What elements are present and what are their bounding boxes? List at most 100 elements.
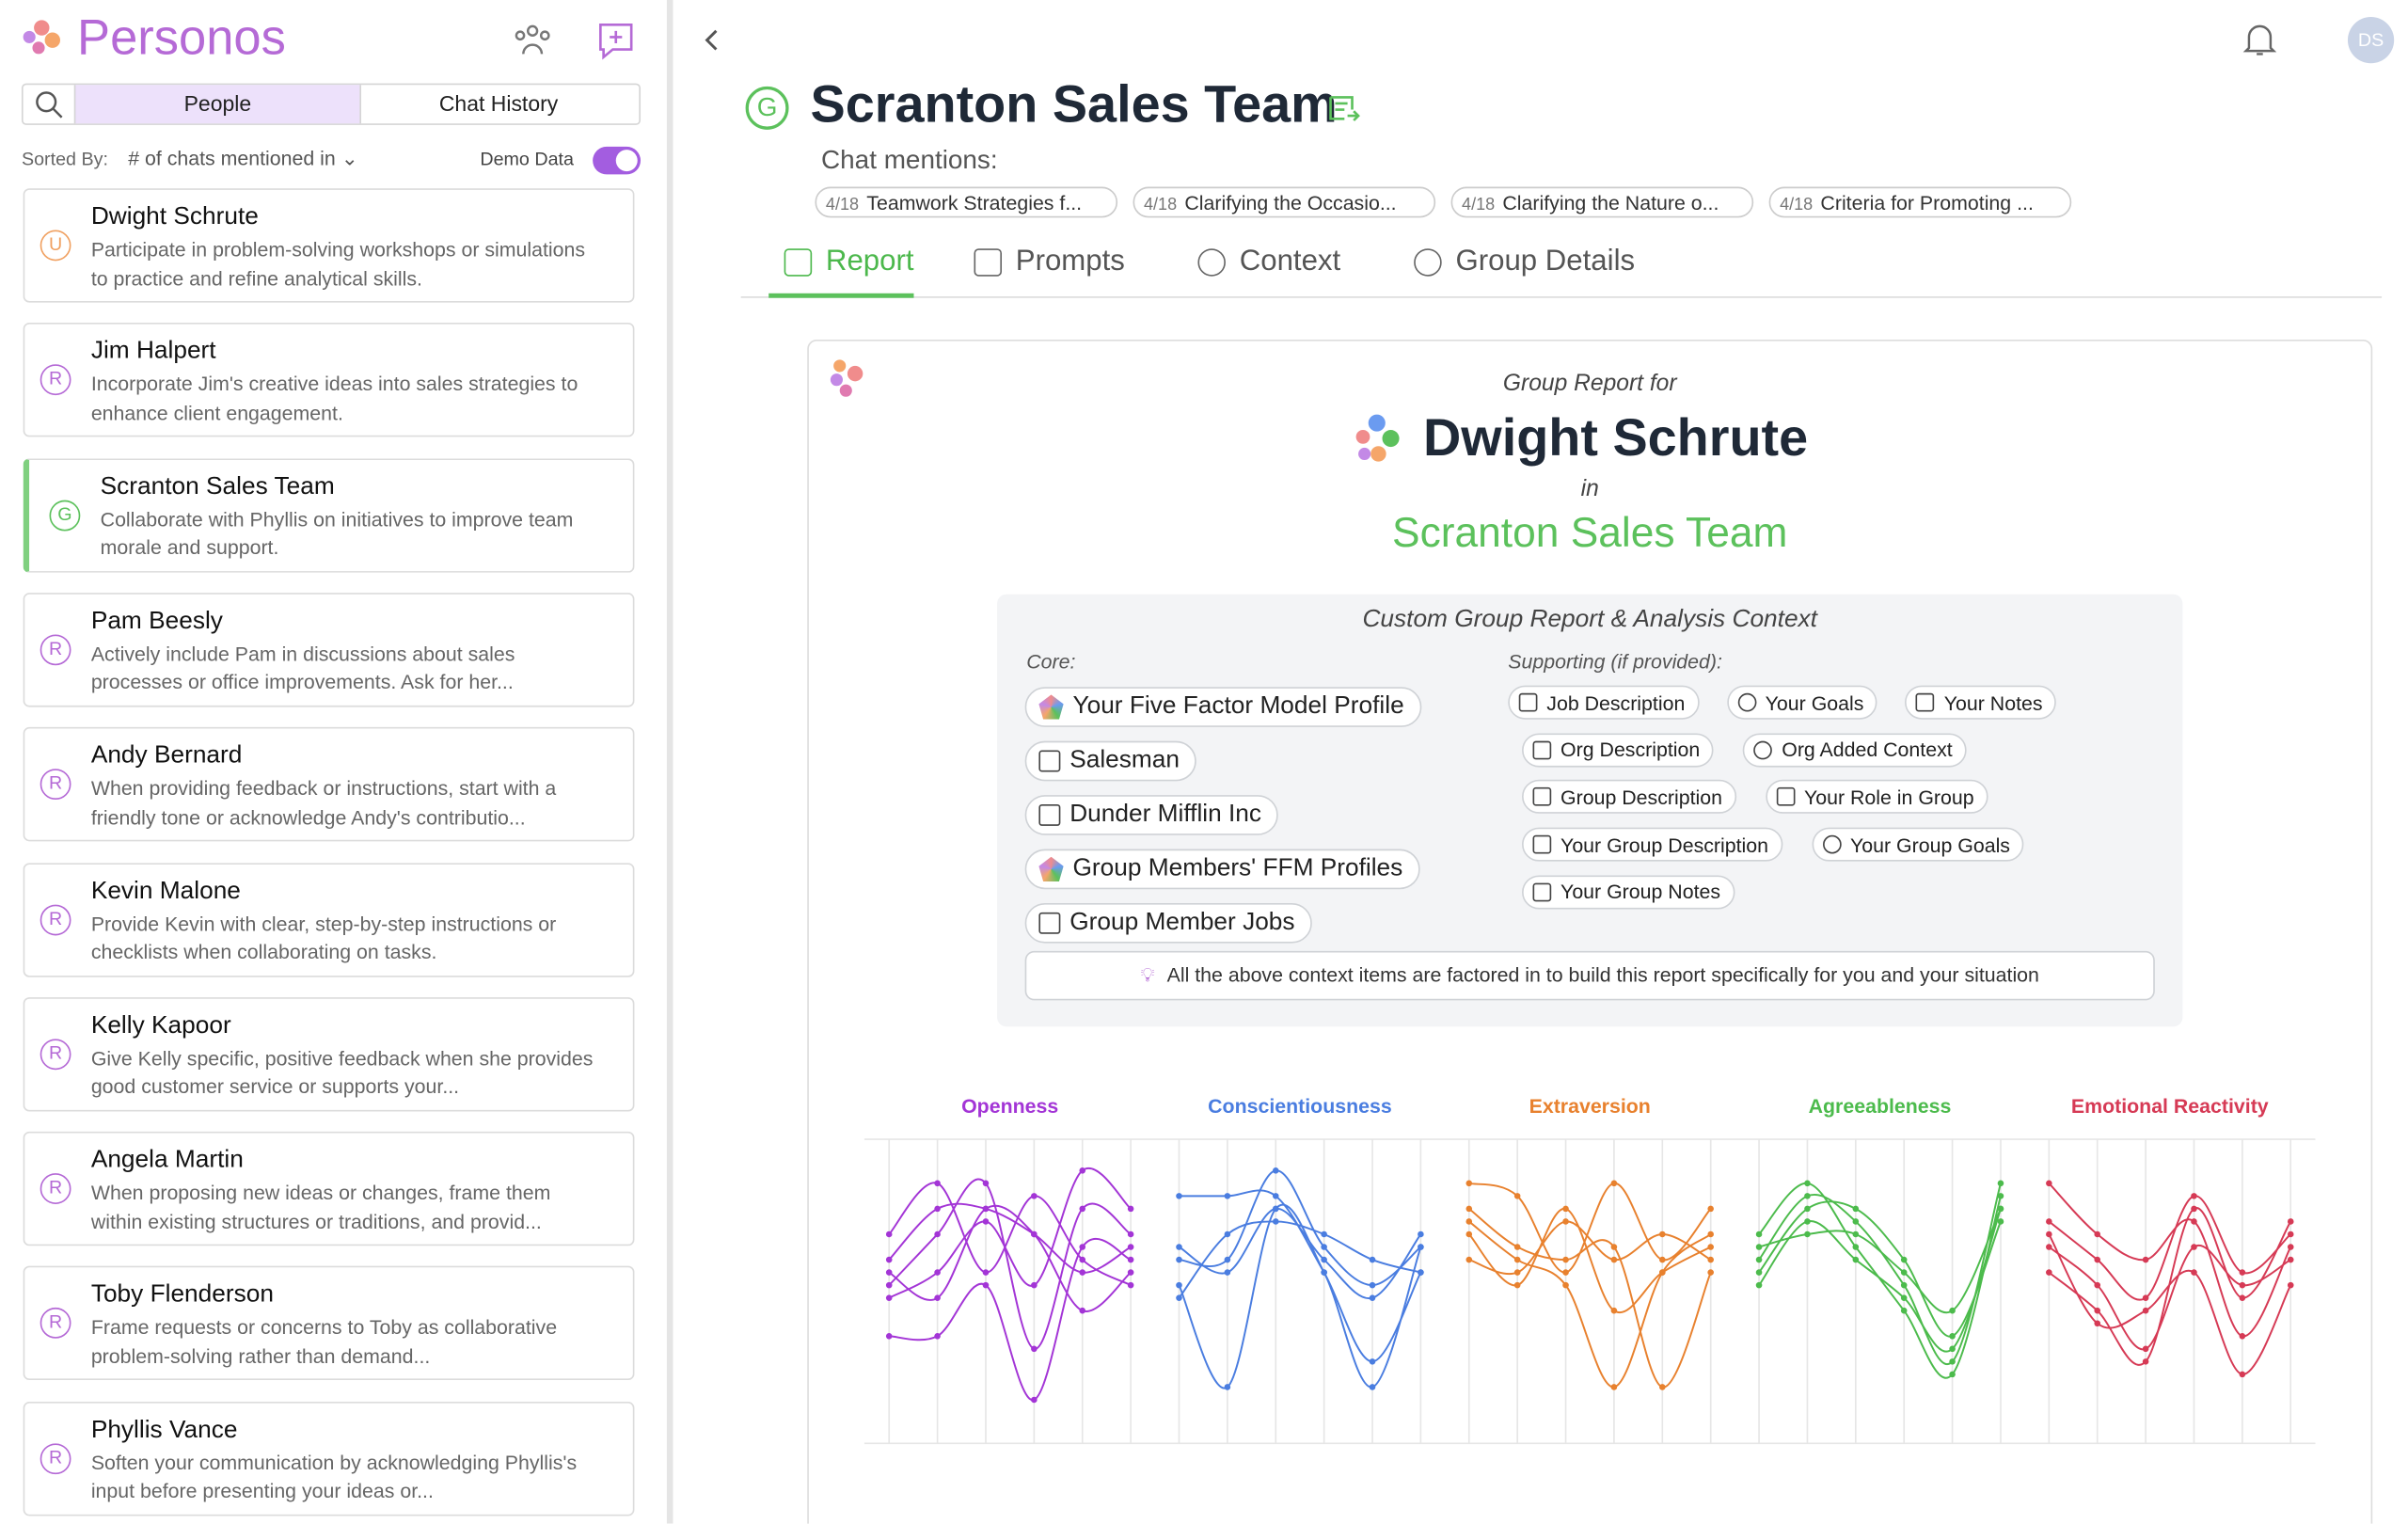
trait-point [1610,1307,1618,1314]
report-in: in [1580,475,1599,502]
supporting-item: Your Notes [1905,685,2057,720]
core-item: Group Member Jobs [1024,902,1312,944]
person-card[interactable]: R Jim Halpert Incorporate Jim's creative i… [23,323,635,437]
mention-chip[interactable]: 4/18 Criteria for Promoting ... [1768,186,2072,218]
card-text: Incorporate Jim's creative ideas into sa… [90,372,578,424]
card-name: Toby Flenderson [90,1281,274,1309]
trait-line [2048,1233,2292,1375]
report-logo [830,359,863,397]
card-name: Dwight Schrute [90,203,259,230]
trait-point [982,1218,990,1225]
item-label: Your Goals [1765,691,1864,714]
demo-toggle[interactable] [593,146,642,175]
trait-point [1755,1244,1763,1250]
trait-point [1321,1269,1327,1276]
trait-point [2142,1256,2149,1263]
person-card[interactable]: R Kelly Kapoor Give Kelly specific, positi… [23,996,635,1112]
edit-button[interactable] [1327,94,1361,125]
person-card[interactable]: U Dwight Schrute Participate in problem-so… [23,188,635,303]
trait-point [1804,1230,1811,1238]
trait-point [1272,1218,1279,1225]
trait-point [1949,1333,1956,1340]
user-avatar[interactable]: DS [2347,17,2395,64]
item-icon [1532,834,1552,854]
trait-point [1079,1244,1086,1250]
sort-select[interactable]: # of chats mentioned in ⌄ [128,146,358,170]
main-tab[interactable]: Report [784,246,914,279]
trait-point [2142,1345,2149,1353]
person-card[interactable]: R Phyllis Vance Soften your communication … [23,1401,635,1516]
trait-point [1513,1269,1521,1276]
trait-label: Conscientiousness [1208,1095,1392,1118]
card-badge: R [40,1308,71,1340]
person-card[interactable]: R Kevin Malone Provide Kevin with clear, s… [23,862,635,976]
trait-line [1758,1208,2002,1314]
supporting-item: Job Description [1508,685,1700,720]
supporting-item: Your Group Description [1522,827,1782,862]
trait-line [1758,1200,2002,1338]
item-label: Dunder Mifflin Inc [1069,801,1262,828]
trait-point [2094,1281,2101,1289]
person-card[interactable]: R Angela Martin When proposing new ideas o… [23,1132,635,1246]
trait-point [1224,1269,1231,1276]
trait-point [1852,1230,1860,1238]
trait-point [2046,1180,2052,1187]
trait-point [2239,1281,2246,1289]
trait-point [1418,1244,1424,1250]
tab-people[interactable]: People [73,85,361,124]
search-button[interactable] [34,89,65,120]
trait-line [888,1178,1132,1350]
collapse-button[interactable] [699,28,723,53]
trait-point [1852,1205,1860,1213]
item-icon [1038,694,1064,720]
trait-point [1321,1256,1327,1263]
item-label: Salesman [1069,747,1180,774]
mention-chip[interactable]: 4/18 Teamwork Strategies f... [815,186,1118,218]
mention-chip[interactable]: 4/18 Clarifying the Nature o... [1450,186,1754,218]
tab-label: Prompts [1015,245,1125,278]
trait-point [1465,1180,1473,1187]
item-label: Your Group Description [1560,833,1769,857]
card-text: Provide Kevin with clear, step-by-step i… [90,912,557,963]
card-name: Andy Bernard [90,742,243,770]
trait-point [2287,1244,2294,1250]
trait-line [889,1238,1132,1401]
trait-point [1997,1193,2004,1199]
main-tab[interactable]: Group Details [1414,246,1635,279]
trait-point [1900,1307,1908,1314]
trait-point [982,1281,990,1289]
trait-point [1707,1205,1714,1213]
trait-point [2287,1256,2294,1263]
item-icon [1518,692,1538,712]
trait-point [1272,1167,1279,1174]
mention-date: 4/18 [1462,196,1496,215]
supporting-item: Your Group Notes [1522,875,1735,910]
trait-point [2239,1269,2246,1276]
person-card[interactable]: G Scranton Sales Team Collaborate with Phy… [23,457,635,573]
mention-chip[interactable]: 4/18 Clarifying the Occasio... [1133,186,1436,218]
person-card[interactable]: R Pam Beesly Actively include Pam in discu… [23,592,635,707]
tab-chat-history[interactable]: Chat History [438,90,559,117]
main-tab[interactable]: Prompts [974,245,1125,279]
trait-point [1610,1384,1618,1390]
trait-point [1224,1256,1231,1263]
trait-line [1179,1189,1422,1363]
new-chat-button[interactable] [595,20,636,60]
report-pre: Group Report for [1502,370,1677,397]
trait-point [1079,1205,1086,1213]
trait-point [1321,1244,1327,1250]
context-title: Custom Group Report & Analysis Context [1362,606,1817,633]
sort-label: Sorted By: [21,148,108,170]
core-item: Dunder Mifflin Inc [1024,795,1279,835]
trait-point [1562,1218,1569,1225]
main-tab[interactable]: Context [1197,246,1340,279]
notifications-button[interactable] [2242,20,2278,60]
trait-point [1418,1269,1424,1276]
person-card[interactable]: R Andy Bernard When providing feedback or … [23,727,635,842]
trait-point [1031,1396,1038,1404]
card-name: Kevin Malone [90,877,241,904]
mention-text: Clarifying the Nature o... [1502,191,1719,215]
groups-button[interactable] [513,20,553,60]
person-card[interactable]: R Toby Flenderson Frame requests or concer… [23,1266,635,1381]
